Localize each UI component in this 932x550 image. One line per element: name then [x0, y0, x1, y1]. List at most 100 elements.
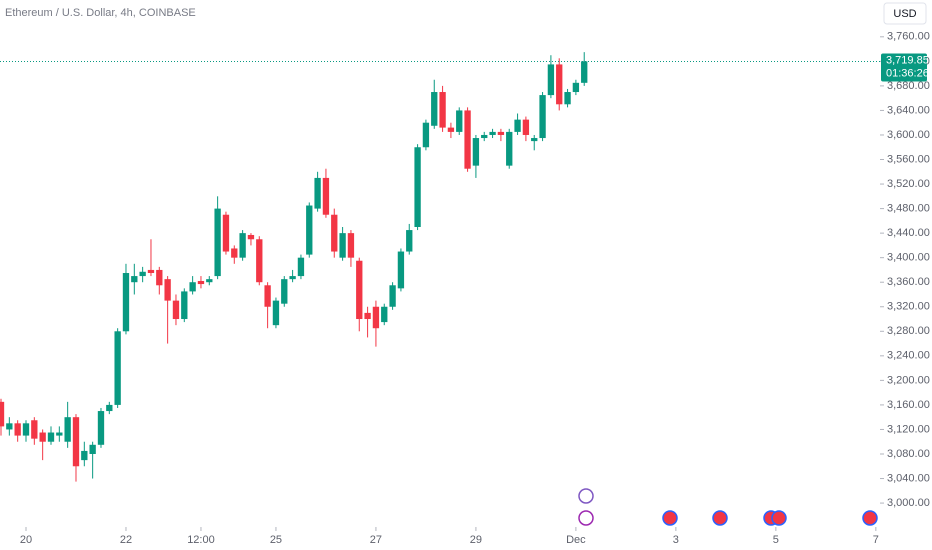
candle-body: [47, 432, 55, 442]
candle-body: [547, 64, 555, 96]
candle-body: [306, 205, 313, 255]
candle-body: [281, 279, 288, 304]
candle-body: [372, 306, 380, 329]
currency-label[interactable]: USD: [893, 8, 916, 20]
candle-body: [556, 64, 563, 105]
candle-body: [14, 423, 21, 436]
candle-body: [189, 282, 196, 292]
y-tick-label: 3,280.00: [887, 325, 930, 337]
candle-body: [131, 276, 138, 283]
candle-body: [297, 257, 305, 277]
x-tick-label: 27: [370, 534, 382, 546]
candle-body: [39, 432, 46, 442]
event-icon[interactable]: [771, 510, 787, 526]
y-tick-label: 3,320.00: [887, 301, 930, 313]
y-tick-label: 3,120.00: [887, 423, 930, 435]
candle-body: [247, 234, 255, 240]
candle-body: [197, 280, 205, 285]
candle-body: [531, 138, 538, 142]
candle-body: [97, 411, 105, 445]
chart-title: Ethereum / U.S. Dollar, 4h, COINBASE: [5, 7, 196, 19]
candle-body: [422, 122, 430, 148]
event-icon[interactable]: [578, 510, 594, 526]
candle-body: [222, 214, 230, 252]
x-tick-label: Dec: [566, 534, 586, 546]
candle-body: [264, 285, 271, 307]
candle-body: [214, 208, 221, 277]
candle-body: [356, 260, 363, 320]
y-tick-label: 3,400.00: [887, 252, 930, 264]
candle-body: [156, 269, 163, 286]
candle-body: [89, 444, 96, 454]
candle-body: [122, 273, 130, 332]
y-tick-label: 3,480.00: [887, 202, 930, 214]
event-icon[interactable]: [662, 510, 678, 526]
candle-body: [81, 450, 88, 461]
candle-body: [439, 92, 446, 128]
x-tick-label: 3: [673, 534, 679, 546]
candle-body: [64, 417, 71, 442]
candle-body: [447, 127, 455, 132]
event-icon[interactable]: [712, 510, 728, 526]
candle-body: [489, 131, 496, 135]
candle-body: [31, 420, 38, 439]
candle-body: [522, 119, 530, 135]
y-tick-label: 3,360.00: [887, 276, 930, 288]
currency-button[interactable]: [883, 2, 927, 25]
x-tick-label: 5: [773, 534, 779, 546]
y-tick-label: 3,560.00: [887, 153, 930, 165]
candle-body: [272, 300, 280, 326]
candle-body: [389, 285, 396, 307]
candle-body: [456, 110, 463, 132]
y-tick-label: 3,000.00: [887, 497, 930, 509]
candle-body: [406, 230, 413, 252]
candle-body: [289, 276, 296, 280]
candle-body: [114, 331, 121, 405]
candle-body: [56, 432, 63, 436]
x-tick-label: 20: [20, 534, 32, 546]
event-icons: [578, 488, 878, 526]
candle-body: [314, 177, 321, 209]
y-tick-label: 3,080.00: [887, 448, 930, 460]
y-tick-label: 3,600.00: [887, 129, 930, 141]
candle-body: [472, 138, 480, 166]
candle-body: [572, 82, 580, 93]
candle-body: [239, 233, 246, 258]
candle-body: [322, 177, 330, 215]
candle-body: [414, 147, 421, 227]
candle-body: [72, 417, 80, 467]
x-tick-label: 7: [873, 534, 879, 546]
candle-body: [347, 233, 355, 258]
last-price-label: 3,719.85: [886, 54, 929, 66]
event-icon[interactable]: [578, 488, 594, 504]
candle-body: [481, 134, 488, 139]
y-tick-label: 3,160.00: [887, 399, 930, 411]
event-icon[interactable]: [862, 510, 878, 526]
candle-body: [106, 404, 113, 412]
candle-body: [22, 423, 30, 436]
candle-body: [397, 251, 405, 289]
countdown-label: 01:36:26: [886, 67, 929, 79]
y-tick-label: 3,240.00: [887, 350, 930, 362]
x-tick-label: 29: [470, 534, 482, 546]
candle-body: [181, 291, 188, 320]
y-tick-label: 3,760.00: [887, 31, 930, 43]
candle-body: [0, 401, 5, 427]
candle-body: [206, 279, 213, 283]
y-tick-label: 3,200.00: [887, 374, 930, 386]
candle-body: [172, 300, 180, 320]
candle-body: [231, 248, 238, 258]
candle-body: [381, 306, 388, 323]
candle-body: [364, 312, 371, 320]
candle-body: [6, 423, 13, 430]
y-tick-label: 3,520.00: [887, 178, 930, 190]
y-tick-label: 3,040.00: [887, 472, 930, 484]
last-price-box: [881, 53, 927, 82]
candle-body: [506, 131, 513, 166]
candle-body: [564, 92, 571, 105]
y-tick-label: 3,680.00: [887, 80, 930, 92]
candle-body: [139, 271, 146, 277]
candle-body: [497, 131, 505, 135]
